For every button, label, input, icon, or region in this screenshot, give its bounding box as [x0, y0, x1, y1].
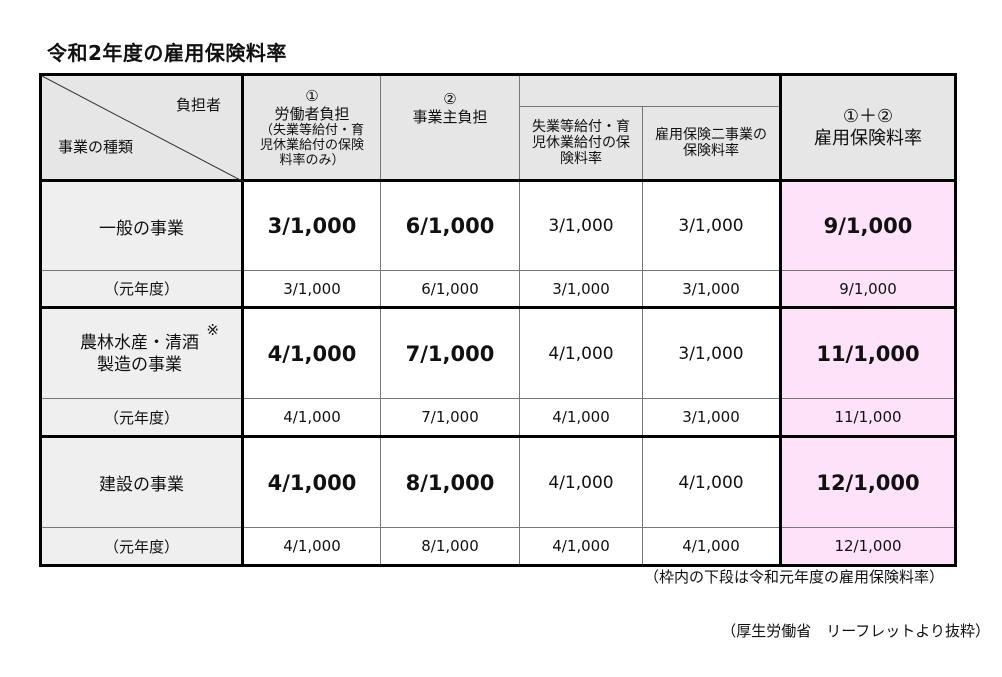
header-diagonal-cell: 負担者 事業の種類: [40, 74, 244, 182]
header-worker-burden: ① 労働者負担 （失業等給付・育児休業給付の保険料率のみ）: [241, 74, 381, 182]
prev-employer-rate: 7/1,000: [380, 398, 520, 438]
employer-unemployment-rate: 4/1,000: [519, 436, 643, 528]
employer-two-projects-rate: 4/1,000: [642, 436, 781, 528]
employer-unemployment-rate: 3/1,000: [519, 180, 643, 271]
prev-employer-rate: 6/1,000: [380, 270, 520, 309]
total-rate: 9/1,000: [779, 180, 956, 271]
header-burden-label: 負担者: [175, 96, 221, 114]
header-col1-number: ①: [305, 87, 319, 105]
worker-rate: 4/1,000: [241, 307, 381, 399]
prev-total-rate: 11/1,000: [779, 398, 956, 438]
row-label: 一般の事業: [40, 180, 243, 271]
prev-employer-two-projects-rate: 3/1,000: [642, 270, 781, 309]
row-label: 建設の事業: [40, 436, 243, 528]
table-footnote: （枠内の下段は令和元年度の雇用保険料率）: [643, 568, 944, 586]
prev-worker-rate: 3/1,000: [241, 270, 381, 309]
prev-employer-unemployment-rate: 4/1,000: [519, 398, 643, 438]
header-col1-label: 労働者負担: [274, 105, 350, 123]
total-rate: 11/1,000: [779, 307, 956, 399]
worker-rate: 3/1,000: [241, 180, 381, 271]
header-total-rate: ①＋② 雇用保険料率: [779, 74, 956, 182]
header-col1-sub: （失業等給付・育児休業給付の保険料率のみ）: [259, 123, 364, 168]
header-col3-label: 雇用保険料率: [814, 127, 922, 149]
prev-total-rate: 12/1,000: [779, 527, 956, 566]
header-kind-label: 事業の種類: [58, 138, 134, 156]
page-title: 令和2年度の雇用保険料率: [47, 41, 287, 65]
prev-employer-two-projects-rate: 4/1,000: [642, 527, 781, 566]
note-mark: ※: [206, 321, 219, 339]
diagonal-line: [42, 76, 244, 182]
prev-employer-two-projects-rate: 3/1,000: [642, 398, 781, 438]
prev-year-label: （元年度）: [40, 527, 243, 566]
employer-two-projects-rate: 3/1,000: [642, 180, 781, 271]
header-unemployment-rate: 失業等給付・育児休業給付の保険料率: [519, 106, 643, 182]
employer-rate: 8/1,000: [380, 436, 520, 528]
header-col3-number: ①＋②: [842, 105, 894, 127]
header-col2a-label: 失業等給付・育児休業給付の保険料率: [532, 119, 630, 167]
prev-worker-rate: 4/1,000: [241, 398, 381, 438]
total-rate: 12/1,000: [779, 436, 956, 528]
header-employer-burden: ② 事業主負担: [380, 74, 520, 182]
worker-rate: 4/1,000: [241, 436, 381, 528]
header-col2-label: 事業主負担: [412, 108, 488, 126]
employer-unemployment-rate: 4/1,000: [519, 307, 643, 399]
prev-total-rate: 9/1,000: [779, 270, 956, 309]
header-two-projects-rate: 雇用保険二事業の保険料率: [642, 106, 781, 182]
prev-employer-unemployment-rate: 3/1,000: [519, 270, 643, 309]
prev-year-label: （元年度）: [40, 270, 243, 309]
header-employer-span: [519, 74, 781, 107]
employer-two-projects-rate: 3/1,000: [642, 307, 781, 399]
prev-employer-rate: 8/1,000: [380, 527, 520, 566]
employer-rate: 6/1,000: [380, 180, 520, 271]
source-note: （厚生労働省 リーフレットより抜粋）: [721, 622, 990, 640]
prev-employer-unemployment-rate: 4/1,000: [519, 527, 643, 566]
prev-worker-rate: 4/1,000: [241, 527, 381, 566]
row-label: 農林水産・清酒製造の事業: [80, 332, 199, 375]
insurance-rate-table: 負担者 事業の種類 ① 労働者負担 （失業等給付・育児休業給付の保険料率のみ） …: [39, 73, 957, 567]
header-col2b-label: 雇用保険二事業の保険料率: [655, 127, 767, 159]
row-label-cell: ※ 農林水産・清酒製造の事業: [40, 307, 243, 399]
prev-year-label: （元年度）: [40, 398, 243, 438]
header-col2-number: ②: [443, 90, 457, 108]
employer-rate: 7/1,000: [380, 307, 520, 399]
